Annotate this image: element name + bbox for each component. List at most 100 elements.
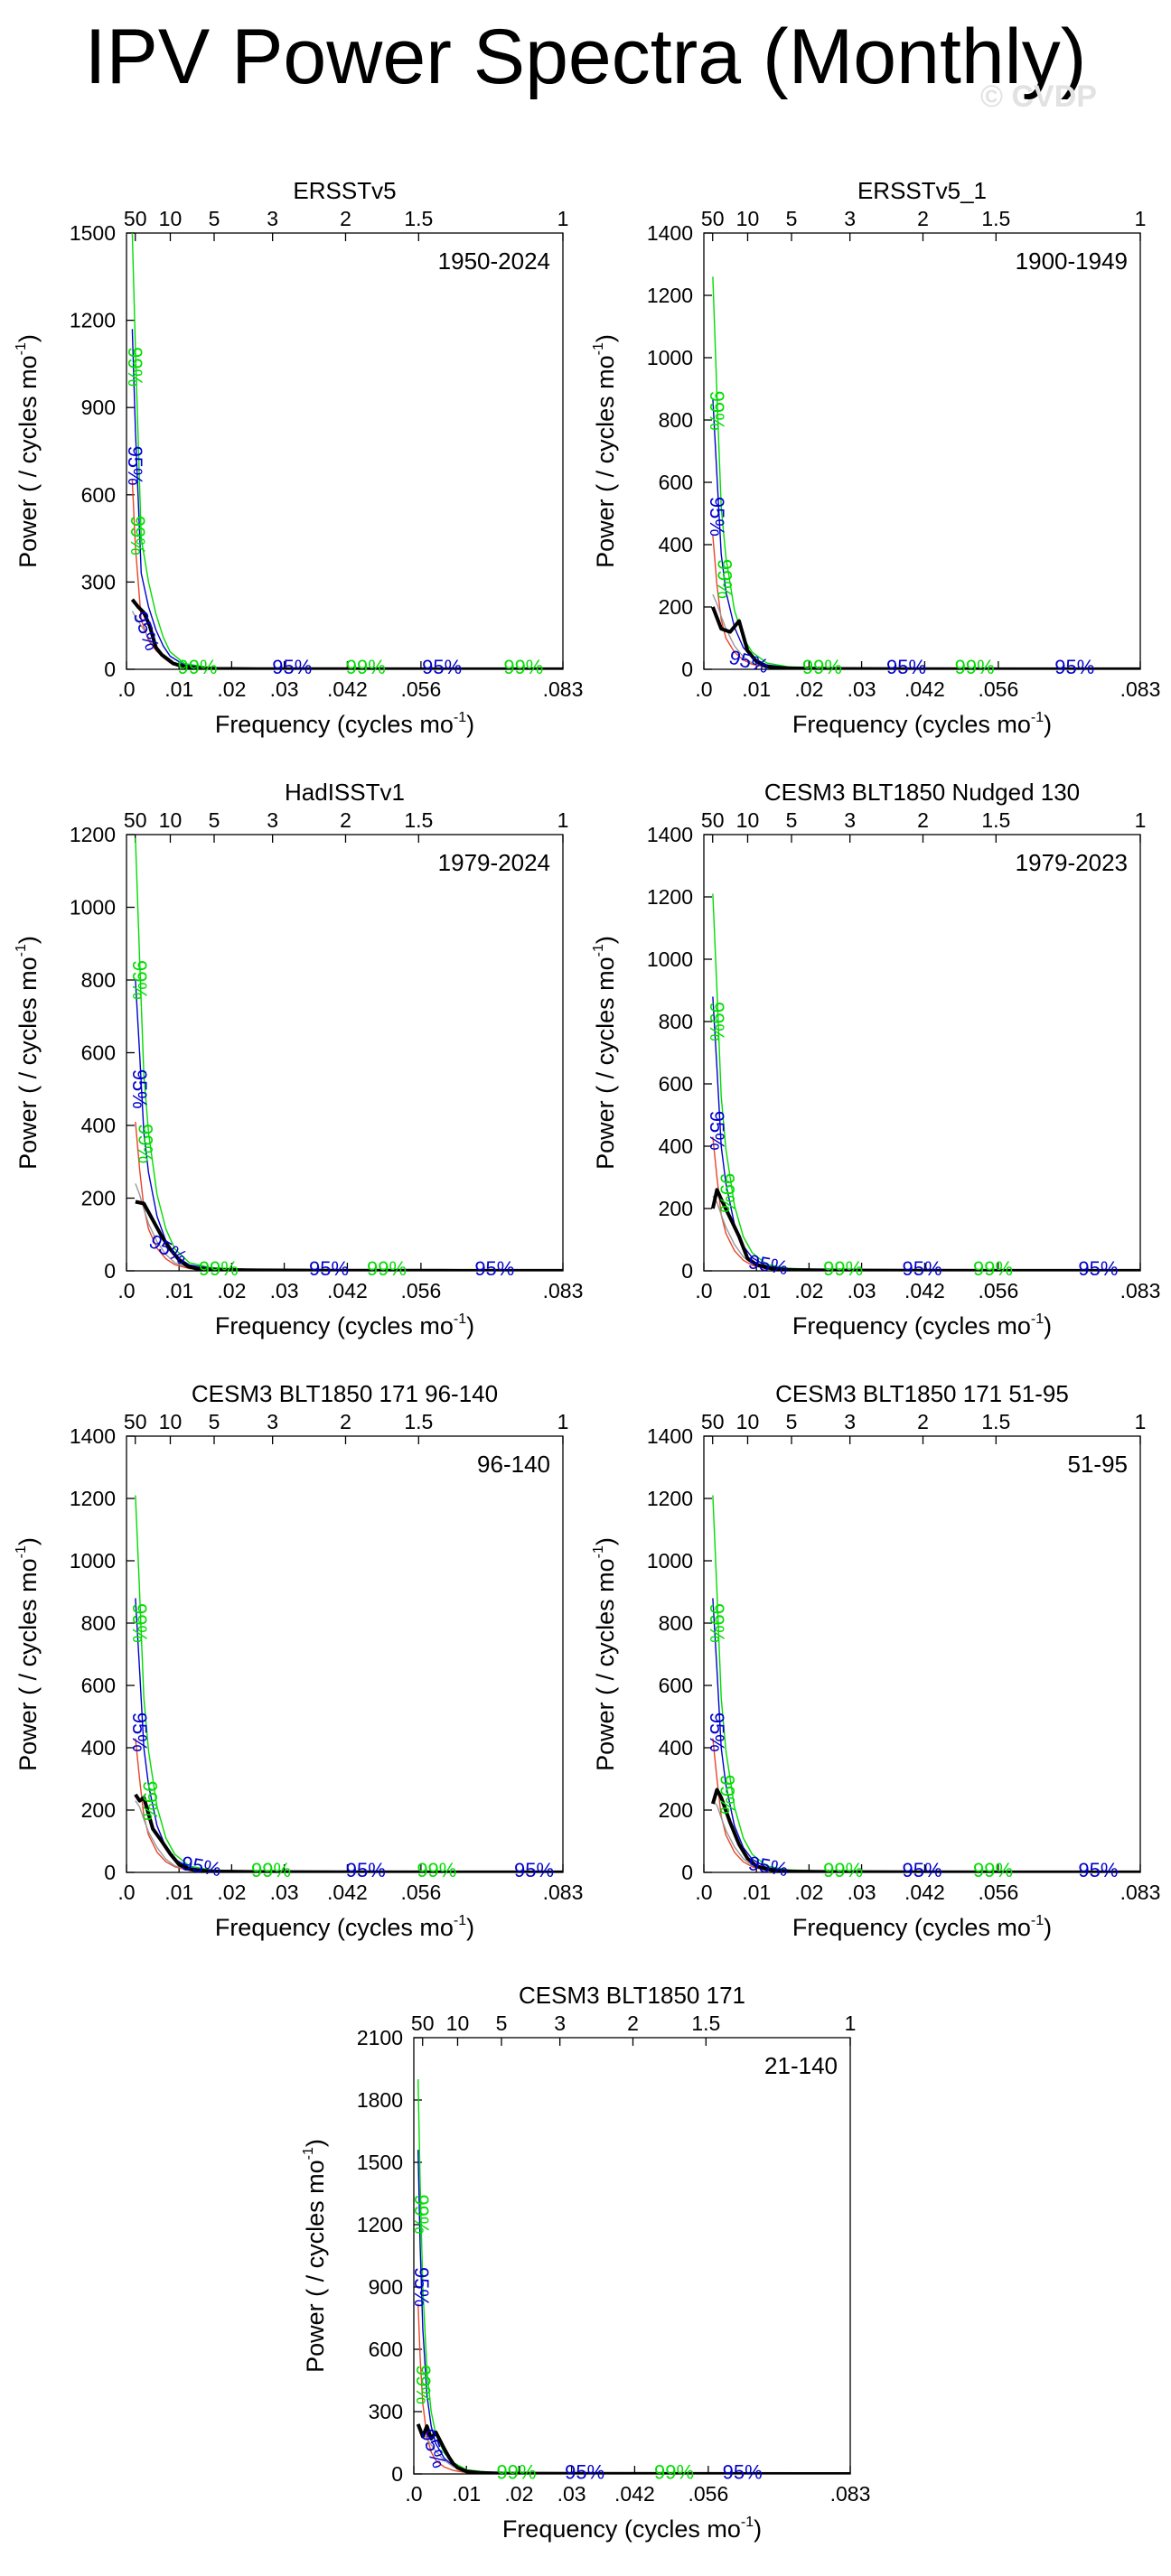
- x-tick-label: .056: [400, 1279, 441, 1302]
- top-tick-label: 5: [786, 1410, 798, 1433]
- y-tick-label: 600: [81, 1674, 116, 1697]
- x-tick-label: .03: [848, 1881, 876, 1904]
- top-tick-label: 2: [340, 808, 351, 832]
- significance-label: 99%: [496, 2460, 536, 2483]
- x-tick-label: .056: [688, 2482, 728, 2506]
- x-tick-label: .03: [848, 677, 876, 701]
- significance-label: 95%: [272, 656, 312, 678]
- x-tick-label: .0: [117, 1279, 135, 1302]
- significance-label: 95%: [726, 646, 771, 678]
- significance-label: 95%: [422, 656, 462, 678]
- significance-label: 95%: [1078, 1257, 1118, 1280]
- significance-label: 95%: [180, 1852, 223, 1881]
- top-tick-label: 1: [557, 207, 569, 230]
- top-tick-label: 10: [446, 2011, 470, 2035]
- series-line-red-noise: [131, 480, 563, 669]
- top-tick-label: 3: [267, 207, 278, 230]
- chart-panel-6: 0 200 400 600 800 1000 1200 1400 .0 .01 .02 .03 .042…: [591, 1380, 1160, 1941]
- x-tick-label: .01: [164, 1881, 193, 1904]
- x-tick-label: .02: [504, 2482, 533, 2506]
- y-tick-label: 400: [659, 1736, 693, 1759]
- top-tick-label: 1.5: [404, 808, 433, 832]
- x-tick-label: .042: [904, 677, 945, 701]
- significance-label: 99%: [124, 347, 146, 387]
- series-group: [130, 233, 563, 669]
- x-tick-label: .0: [405, 2482, 422, 2506]
- significance-label: 95%: [514, 1859, 554, 1881]
- significance-label: 95%: [746, 1852, 790, 1881]
- period-label: 1979-2024: [438, 849, 550, 876]
- x-tick-label: .0: [117, 677, 135, 701]
- x-tick-label: .083: [543, 1881, 584, 1904]
- significance-label: 99%: [178, 656, 218, 678]
- significance-label: 99%: [367, 1257, 407, 1280]
- chart-title: CESM3 BLT1850 Nudged 130: [764, 779, 1080, 806]
- series-line-95-: [135, 1598, 563, 1872]
- y-tick-label: 1000: [647, 947, 693, 971]
- significance-label: 99%: [654, 2460, 694, 2483]
- significance-label: 99%: [134, 1124, 156, 1163]
- top-tick-label: 1: [845, 2011, 857, 2035]
- x-tick-label: .083: [543, 1279, 584, 1302]
- top-tick-label: 2: [917, 1410, 929, 1433]
- x-tick-label: .083: [830, 2482, 871, 2506]
- chart-panel-7: 0 300 600 900 1200 1500 1800 2100 .0 .01 .02 .03 .04…: [301, 1982, 870, 2543]
- y-tick-label: 800: [81, 1611, 116, 1635]
- significance-label: 99%: [955, 656, 995, 678]
- x-tick-label: .083: [1120, 1881, 1161, 1904]
- series-line-spectrum: [135, 1199, 563, 1271]
- x-tick-label: .02: [217, 1881, 246, 1904]
- significance-label: 95%: [1054, 656, 1094, 678]
- y-tick-label: 200: [659, 595, 693, 619]
- series-group: [416, 2078, 850, 2474]
- significance-label: 95%: [902, 1859, 941, 1881]
- series-line-spectrum: [134, 1793, 563, 1872]
- significance-label: 95%: [1078, 1859, 1118, 1881]
- series-line-95-: [131, 329, 563, 669]
- series-line-spectrum: [130, 598, 563, 669]
- y-tick-label: 600: [659, 1674, 693, 1697]
- chart-panel-4: 0 200 400 600 800 1000 1200 1400 .0 .01 .02 .03 .042…: [591, 779, 1160, 1339]
- series-line-red-noise: [712, 535, 1140, 669]
- significance-label: 95%: [346, 1859, 386, 1881]
- series-line-95-: [417, 2150, 850, 2474]
- significance-label: 99%: [503, 656, 543, 678]
- y-tick-label: 600: [81, 483, 116, 507]
- plot-frame: [126, 1435, 564, 1873]
- y-tick-label: 2100: [357, 2026, 403, 2049]
- x-tick-label: .03: [270, 677, 299, 701]
- top-tick-label: 10: [159, 1410, 183, 1433]
- top-tick-label: 1.5: [404, 207, 433, 230]
- watermark: © CVDP: [980, 79, 1097, 114]
- x-tick-label: .01: [742, 1279, 771, 1302]
- x-tick-label: .02: [794, 677, 823, 701]
- y-tick-label: 400: [659, 533, 693, 556]
- top-tick-label: 1.5: [691, 2011, 720, 2035]
- plot-frame: [413, 2037, 851, 2475]
- significance-label: 99%: [717, 1173, 739, 1213]
- x-tick-label: .01: [742, 1881, 771, 1904]
- y-tick-label: 1400: [70, 1424, 116, 1448]
- series-line-red-noise: [135, 1121, 563, 1271]
- chart-panel-2: 0 200 400 600 800 1000 1200 1400 .0 .01 .02 .03 .042…: [591, 177, 1160, 738]
- x-tick-label: .03: [848, 1279, 876, 1302]
- x-tick-label: .056: [978, 677, 1018, 701]
- significance-label: 99%: [706, 1603, 728, 1643]
- plot-frame: [703, 1435, 1141, 1873]
- x-tick-label: .042: [327, 677, 368, 701]
- x-tick-label: .083: [543, 677, 584, 701]
- x-tick-label: .0: [695, 677, 712, 701]
- y-tick-label: 400: [81, 1736, 116, 1759]
- y-tick-label: 1800: [357, 2088, 403, 2112]
- series-line-spectrum: [711, 606, 1140, 669]
- plot-frame: [703, 232, 1141, 670]
- y-axis-label: Power ( / cycles mo-1): [14, 334, 42, 568]
- x-tick-label: .01: [452, 2482, 481, 2506]
- y-tick-label: 0: [681, 1259, 693, 1283]
- chart-title: HadISSTv1: [285, 779, 405, 806]
- x-tick-label: .083: [1120, 677, 1161, 701]
- x-tick-label: .01: [742, 677, 771, 701]
- top-tick-label: 10: [159, 808, 183, 832]
- x-tick-label: .0: [117, 1881, 135, 1904]
